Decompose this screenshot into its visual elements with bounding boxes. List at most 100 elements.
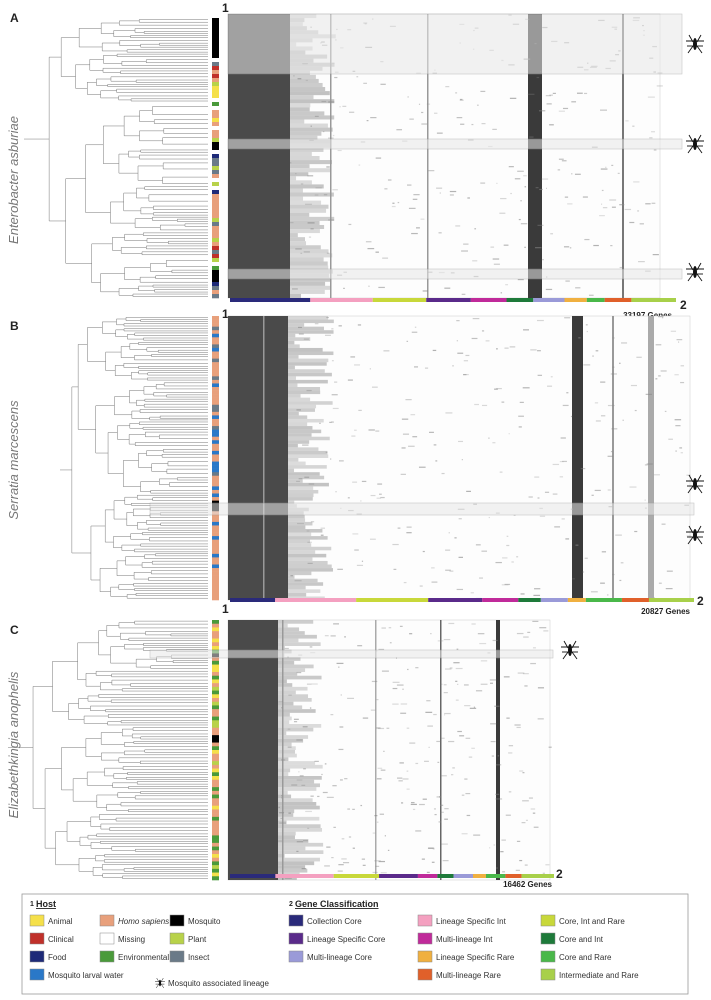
accessory-fringe (288, 326, 324, 331)
panel-c-gene-matrix (149, 619, 554, 881)
gene-speckle (527, 93, 535, 95)
mosquito-lineage-band (227, 268, 683, 280)
class-segment (428, 598, 483, 602)
host-cell (212, 623, 219, 628)
gene-speckle (593, 244, 599, 247)
gene-speckle (600, 109, 607, 111)
gene-speckle (339, 106, 341, 108)
gene-speckle (522, 800, 529, 802)
gene-speckle (443, 692, 448, 694)
class-segment (426, 298, 471, 302)
gene-speckle (367, 247, 375, 250)
gene-speckle (372, 832, 376, 834)
class-segment (333, 874, 380, 878)
accessory-fringe (288, 489, 319, 494)
gene-speckle (456, 648, 459, 650)
gene-speckle (567, 203, 573, 205)
host-cell (212, 154, 219, 159)
gene-speckle (494, 705, 500, 707)
gene-speckle (358, 409, 362, 412)
gene-speckle (601, 203, 603, 205)
accessory-fringe (278, 727, 314, 732)
gene-speckle (537, 224, 544, 226)
host-cell (212, 865, 219, 870)
gene-speckle (406, 727, 410, 729)
gene-speckle (356, 564, 364, 566)
accessory-fringe (278, 857, 320, 862)
gene-speckle (310, 521, 315, 523)
host-cell (212, 82, 219, 87)
gene-speckle (505, 814, 511, 816)
gene-speckle (326, 846, 331, 848)
gene-speckle (443, 684, 447, 686)
host-cell (212, 582, 219, 587)
accessory-fringe (278, 620, 314, 624)
gene-speckle (411, 232, 418, 235)
host-cell (212, 62, 219, 67)
host-cell (212, 514, 219, 519)
accessory-fringe (278, 854, 285, 858)
accessory-fringe (278, 746, 296, 750)
gene-speckle (552, 463, 560, 466)
gene-speckle (377, 483, 383, 485)
gene-speckle (440, 683, 443, 685)
gene-speckle (491, 755, 495, 757)
gene-speckle (680, 452, 683, 454)
panel-b-host-marker: 1 (222, 307, 229, 321)
gene-speckle (381, 670, 389, 672)
gene-speckle (296, 779, 303, 781)
accessory-fringe (278, 876, 297, 880)
gene-speckle (453, 662, 460, 664)
gene-speckle (610, 450, 613, 453)
gene-speckle (370, 709, 376, 711)
accessory-fringe (290, 123, 328, 128)
host-cell (212, 672, 219, 677)
gene-speckle (610, 245, 613, 247)
host-cell (212, 190, 219, 195)
gene-speckle (402, 688, 404, 690)
class-segment (567, 598, 586, 602)
gene-speckle (520, 223, 528, 225)
gene-speckle (433, 444, 437, 446)
gene-speckle (375, 157, 382, 159)
gene-speckle (680, 365, 685, 367)
panel-c-host-strip (212, 620, 219, 881)
gene-speckle (464, 705, 471, 707)
gene-speckle (331, 394, 338, 396)
gene-speckle (300, 183, 304, 185)
gene-speckle (354, 549, 359, 551)
gene-speckle (380, 769, 386, 771)
gene-speckle (445, 86, 450, 88)
gene-speckle (410, 801, 415, 804)
gene-speckle (564, 317, 571, 319)
accessory-fringe (278, 809, 295, 814)
gene-speckle (471, 747, 475, 749)
accessory-fringe (288, 383, 298, 387)
gene-speckle (658, 375, 661, 377)
gene-speckle (338, 864, 344, 866)
accessory-fringe (278, 798, 313, 802)
gene-speckle (594, 489, 601, 492)
accessory-fringe (278, 716, 292, 721)
class-segment (230, 298, 311, 302)
gene-speckle (523, 329, 530, 331)
gene-speckle (426, 103, 431, 105)
gene-speckle (585, 324, 588, 326)
host-cell (212, 206, 219, 211)
gene-speckle (492, 128, 497, 130)
host-cell (212, 828, 219, 833)
gene-speckle (310, 795, 314, 797)
gene-speckle (341, 858, 347, 860)
accessory-fringe (278, 865, 306, 869)
gene-speckle (380, 83, 386, 85)
panel-b-class-bar (230, 598, 694, 602)
gene-speckle (519, 401, 524, 403)
gene-column (330, 14, 332, 298)
host-cell (212, 468, 219, 473)
gene-speckle (284, 877, 292, 879)
accessory-fringe (278, 861, 315, 866)
gene-speckle (610, 373, 617, 375)
gene-speckle (576, 92, 583, 94)
gene-speckle (400, 473, 406, 475)
host-cell (212, 170, 219, 175)
